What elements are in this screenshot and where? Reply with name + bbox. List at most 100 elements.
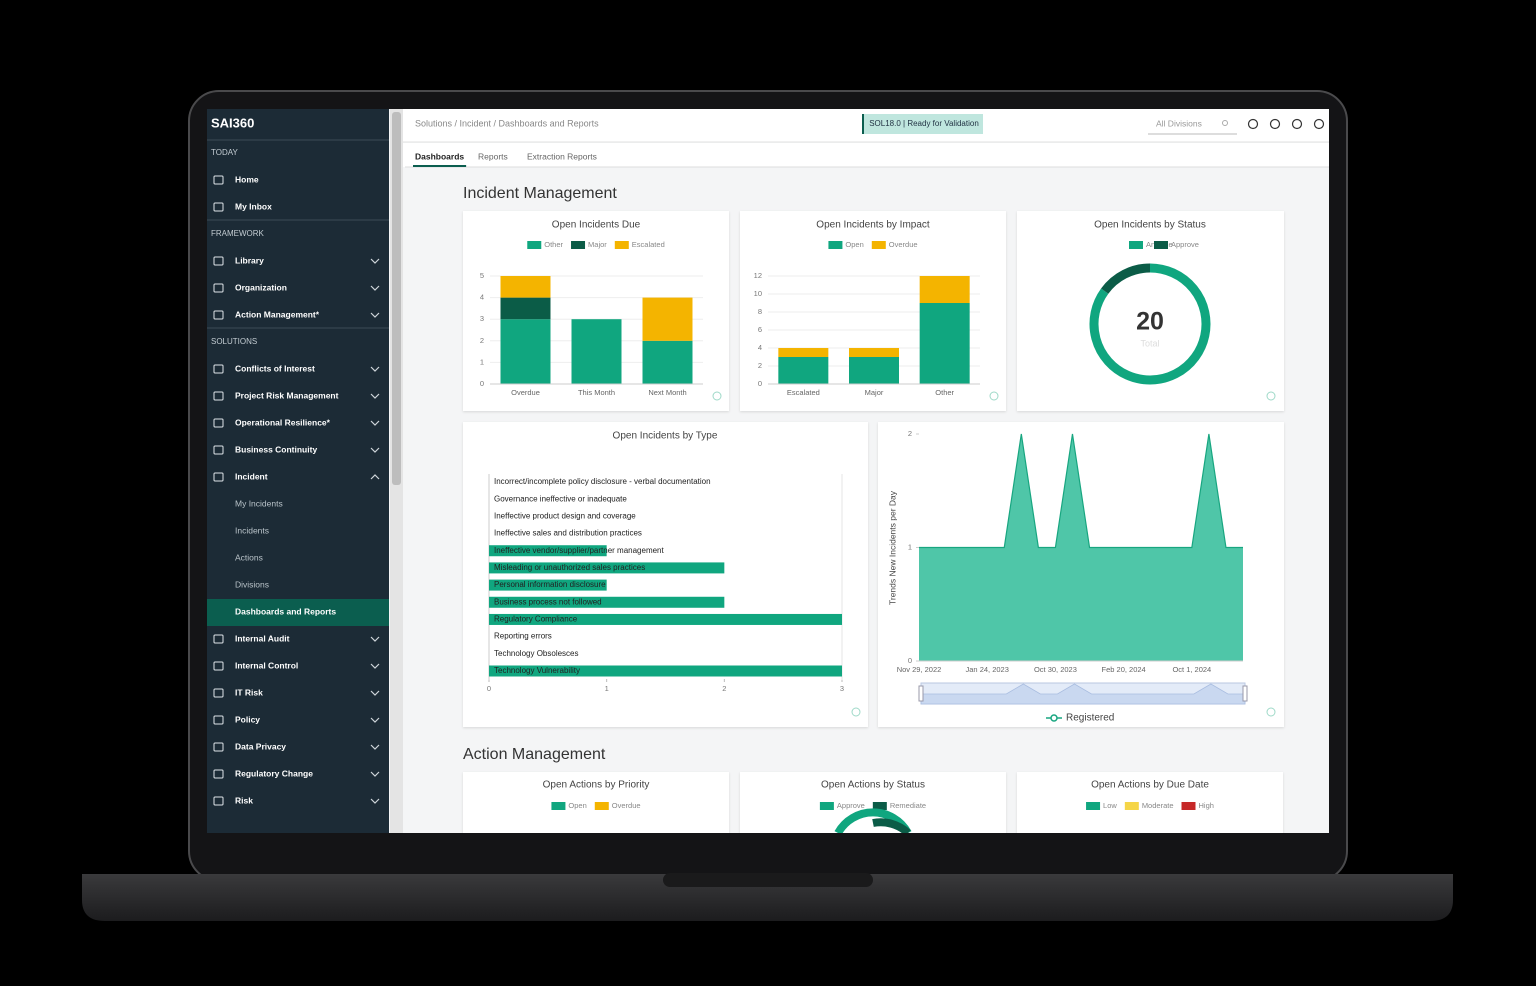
chart-title: Open Actions by Due Date — [1091, 780, 1209, 791]
bar — [489, 579, 607, 591]
x-tick-label: Next Month — [648, 388, 686, 397]
x-tick-label: Feb 20, 2024 — [1102, 665, 1146, 674]
bar — [489, 596, 725, 608]
menu-item[interactable]: Action Management* — [235, 309, 320, 319]
y-tick-label: 8 — [758, 307, 762, 316]
navigator-handle[interactable] — [918, 685, 924, 702]
bar-segment — [642, 340, 693, 384]
legend-label: Other — [544, 240, 563, 249]
legend-label: High — [1199, 801, 1214, 810]
tab[interactable]: Dashboards — [415, 151, 464, 161]
laptop-base — [82, 874, 1453, 921]
menu-icon — [213, 283, 224, 293]
chevron — [370, 798, 380, 804]
tab[interactable]: Extraction Reports — [527, 151, 597, 161]
menu-item[interactable]: Home — [235, 174, 259, 184]
info-icon[interactable] — [851, 707, 861, 717]
info-icon[interactable] — [1266, 707, 1276, 717]
y-tick-label: 0 — [908, 656, 912, 665]
submenu-item[interactable]: Divisions — [235, 579, 269, 589]
legend-swatch — [614, 241, 629, 249]
chevron — [370, 717, 380, 723]
y-tick-label: 0 — [480, 379, 484, 388]
x-tick-label: Overdue — [511, 388, 540, 397]
menu-item[interactable]: Data Privacy — [235, 741, 286, 751]
donut-segment — [1089, 263, 1211, 385]
menu-item[interactable]: My Inbox — [235, 201, 272, 211]
menu-icon — [213, 742, 224, 752]
bar — [489, 665, 842, 677]
legend-label: Escalated — [632, 240, 665, 249]
chevron — [370, 474, 380, 480]
legend-swatch — [871, 241, 886, 249]
division-search[interactable]: All Divisions — [1156, 118, 1202, 128]
tab[interactable]: Reports — [478, 151, 508, 161]
chevron — [370, 690, 380, 696]
legend-label: Overdue — [889, 240, 918, 249]
legend: Open Overdue — [828, 240, 918, 249]
legend-swatch — [1086, 802, 1101, 810]
menu-item[interactable]: IT Risk — [235, 687, 263, 697]
menu-item[interactable]: Incident — [235, 471, 268, 481]
category-label: Technology Vulnerability — [494, 666, 580, 675]
donut-peek-dark — [872, 818, 911, 833]
chart-title: Open Incidents by Type — [613, 431, 718, 442]
bar-segment — [642, 297, 693, 341]
y-tick-label: 1 — [908, 542, 912, 551]
x-tick-label: This Month — [578, 388, 615, 397]
info-icon[interactable] — [712, 391, 722, 401]
menu-item[interactable]: Organization — [235, 282, 287, 292]
legend-label: Open — [568, 801, 586, 810]
navigator-handle[interactable] — [1242, 685, 1248, 702]
legend: Low Moderate High — [1086, 801, 1214, 810]
bar-segment — [500, 319, 551, 384]
category-label: Ineffective vendor/supplier/partner mana… — [494, 546, 665, 555]
category-label: Regulatory Compliance — [494, 615, 578, 624]
menu-icon — [213, 634, 224, 644]
menu-item[interactable]: Regulatory Change — [235, 768, 313, 778]
menu-item[interactable]: Policy — [235, 714, 260, 724]
sidebar — [207, 109, 389, 833]
bar — [489, 562, 725, 574]
toolbar-icon[interactable] — [1269, 118, 1281, 130]
info-icon[interactable] — [989, 391, 999, 401]
submenu-item[interactable]: My Incidents — [235, 498, 283, 508]
card — [1017, 772, 1283, 833]
submenu-item[interactable]: Dashboards and Reports — [235, 606, 336, 616]
bar-segment — [571, 319, 622, 384]
menu-item[interactable]: Risk — [235, 795, 253, 805]
menu-icon — [213, 310, 224, 320]
bar — [489, 545, 607, 557]
toolbar-icon[interactable] — [1291, 118, 1303, 130]
legend-swatch — [872, 802, 887, 810]
menu-icon — [213, 769, 224, 779]
chevron — [370, 258, 380, 264]
menu-item[interactable]: Internal Control — [235, 660, 298, 670]
info-icon[interactable] — [1266, 391, 1276, 401]
toolbar-icon[interactable] — [1247, 118, 1259, 130]
toolbar-icon[interactable] — [1313, 118, 1325, 130]
menu-item[interactable]: Project Risk Management — [235, 390, 339, 400]
menu-item[interactable]: Conflicts of Interest — [235, 363, 315, 373]
legend-swatch — [571, 241, 586, 249]
submenu-item[interactable]: Actions — [235, 552, 263, 562]
legend-swatch — [828, 241, 843, 249]
section-heading: FRAMEWORK — [211, 229, 265, 238]
legend: AnalyzeApprove — [1129, 240, 1199, 249]
submenu-item[interactable]: Incidents — [235, 525, 269, 535]
menu-item[interactable]: Internal Audit — [235, 633, 290, 643]
menu-icon — [213, 391, 224, 401]
legend-swatch — [594, 802, 609, 810]
scrollbar-thumb — [392, 112, 401, 485]
donut-total-label: Total — [1140, 338, 1159, 348]
category-label: Incorrect/incomplete policy disclosure -… — [494, 477, 711, 486]
area-line — [919, 433, 1243, 549]
menu-item[interactable]: Business Continuity — [235, 444, 317, 454]
menu-item[interactable]: Library — [235, 255, 264, 265]
screen-content: SAI360 TODAY Home My Inbox FRAMEWORK Library O… — [207, 109, 1329, 833]
bar-segment — [500, 276, 551, 298]
menu-item[interactable]: Operational Resilience* — [235, 417, 331, 427]
menu-icon — [213, 445, 224, 455]
chevron — [370, 744, 380, 750]
